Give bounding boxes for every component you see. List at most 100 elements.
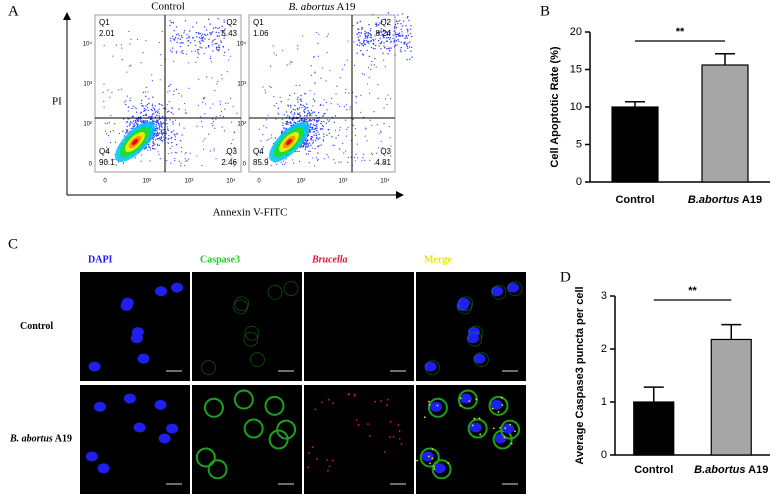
event-dot <box>360 94 362 96</box>
event-dot <box>407 34 410 36</box>
event-dot <box>162 136 165 138</box>
event-dot <box>390 47 392 49</box>
event-dot <box>212 103 214 105</box>
event-dot <box>223 54 225 57</box>
event-dot <box>357 28 359 30</box>
event-dot <box>172 121 174 123</box>
event-dot <box>306 103 308 105</box>
event-dot <box>195 61 197 63</box>
event-dot <box>374 38 376 40</box>
event-dot <box>180 35 183 37</box>
event-dot <box>302 104 304 107</box>
event-dot <box>197 51 199 53</box>
event-dot <box>377 84 379 86</box>
cell-ring <box>507 281 523 297</box>
event-dot <box>313 56 315 58</box>
cell-ring <box>491 284 507 300</box>
quadrant-value: 2.01 <box>99 29 115 38</box>
event-dot <box>188 62 190 64</box>
event-dot <box>266 139 268 141</box>
event-dot <box>106 151 108 153</box>
image-content <box>307 392 403 472</box>
event-dot <box>337 103 339 105</box>
event-dot <box>201 101 204 104</box>
event-dot <box>158 133 160 135</box>
cell-ring <box>431 459 452 480</box>
event-dot <box>218 46 221 49</box>
event-dot <box>126 71 128 73</box>
event-dot <box>404 50 406 52</box>
event-dot <box>152 120 154 123</box>
event-dot <box>309 130 311 132</box>
event-dot <box>410 50 412 52</box>
event-dot <box>107 89 109 91</box>
event-dot <box>379 37 381 40</box>
event-dot <box>365 32 368 34</box>
event-dot <box>350 156 352 158</box>
y-axis-label: Cell Apoptotic Rate (%) <box>549 46 561 168</box>
event-dot <box>344 64 346 66</box>
event-dot <box>153 136 155 138</box>
event-dot <box>232 139 234 141</box>
event-dot <box>268 138 270 140</box>
event-dot <box>220 41 222 44</box>
event-dot <box>158 144 161 146</box>
event-dot <box>407 47 409 49</box>
bacteria-dot <box>384 450 386 453</box>
event-dot <box>188 37 190 39</box>
event-dot <box>106 122 108 124</box>
bacteria-dot <box>316 458 318 460</box>
event-dot <box>333 121 335 124</box>
event-dot <box>137 123 139 126</box>
event-dot <box>292 159 294 161</box>
event-dot <box>305 107 307 109</box>
event-dot <box>147 149 149 151</box>
event-dot <box>152 107 154 109</box>
event-dot <box>326 134 328 136</box>
row-label: Control <box>20 321 53 332</box>
event-dot <box>395 32 397 34</box>
event-dot <box>180 151 183 153</box>
event-dot <box>153 132 156 135</box>
event-dot <box>394 23 397 26</box>
event-dot <box>184 109 187 111</box>
cell-ring <box>244 325 260 341</box>
event-dot <box>341 68 343 70</box>
event-dot <box>305 93 307 95</box>
nucleus <box>433 463 446 474</box>
event-dot <box>200 40 202 42</box>
event-dot <box>306 142 309 145</box>
event-dot <box>154 134 157 137</box>
event-dot <box>179 124 181 126</box>
event-dot <box>215 158 217 160</box>
cell-ring <box>207 459 228 480</box>
event-dot <box>151 115 153 118</box>
panel-letter: A <box>8 3 19 19</box>
event-dot <box>134 124 136 127</box>
event-dot <box>212 121 215 123</box>
channel-label: DAPI <box>88 254 113 265</box>
event-dot <box>184 20 187 22</box>
flow-plot-frame <box>248 14 396 173</box>
x-tick-label: B.abortus A19 <box>694 464 768 476</box>
event-dot <box>384 98 387 100</box>
event-dot <box>377 16 380 19</box>
event-dot <box>156 119 158 121</box>
event-dot <box>406 45 408 48</box>
event-dot <box>376 32 378 34</box>
event-dot <box>283 128 285 130</box>
event-dot <box>145 105 147 107</box>
event-dot <box>118 89 120 91</box>
event-dot <box>198 41 201 43</box>
event-dot <box>323 158 325 160</box>
event-dot <box>156 144 159 146</box>
event-dot <box>152 140 154 143</box>
event-dot <box>215 118 217 121</box>
event-dot <box>156 114 158 116</box>
flow-y-tick-label: 0 <box>89 162 93 168</box>
event-dot <box>178 160 180 162</box>
event-dot <box>223 51 226 54</box>
event-dot <box>170 40 172 42</box>
event-dot <box>388 47 391 49</box>
event-dot <box>175 143 178 146</box>
